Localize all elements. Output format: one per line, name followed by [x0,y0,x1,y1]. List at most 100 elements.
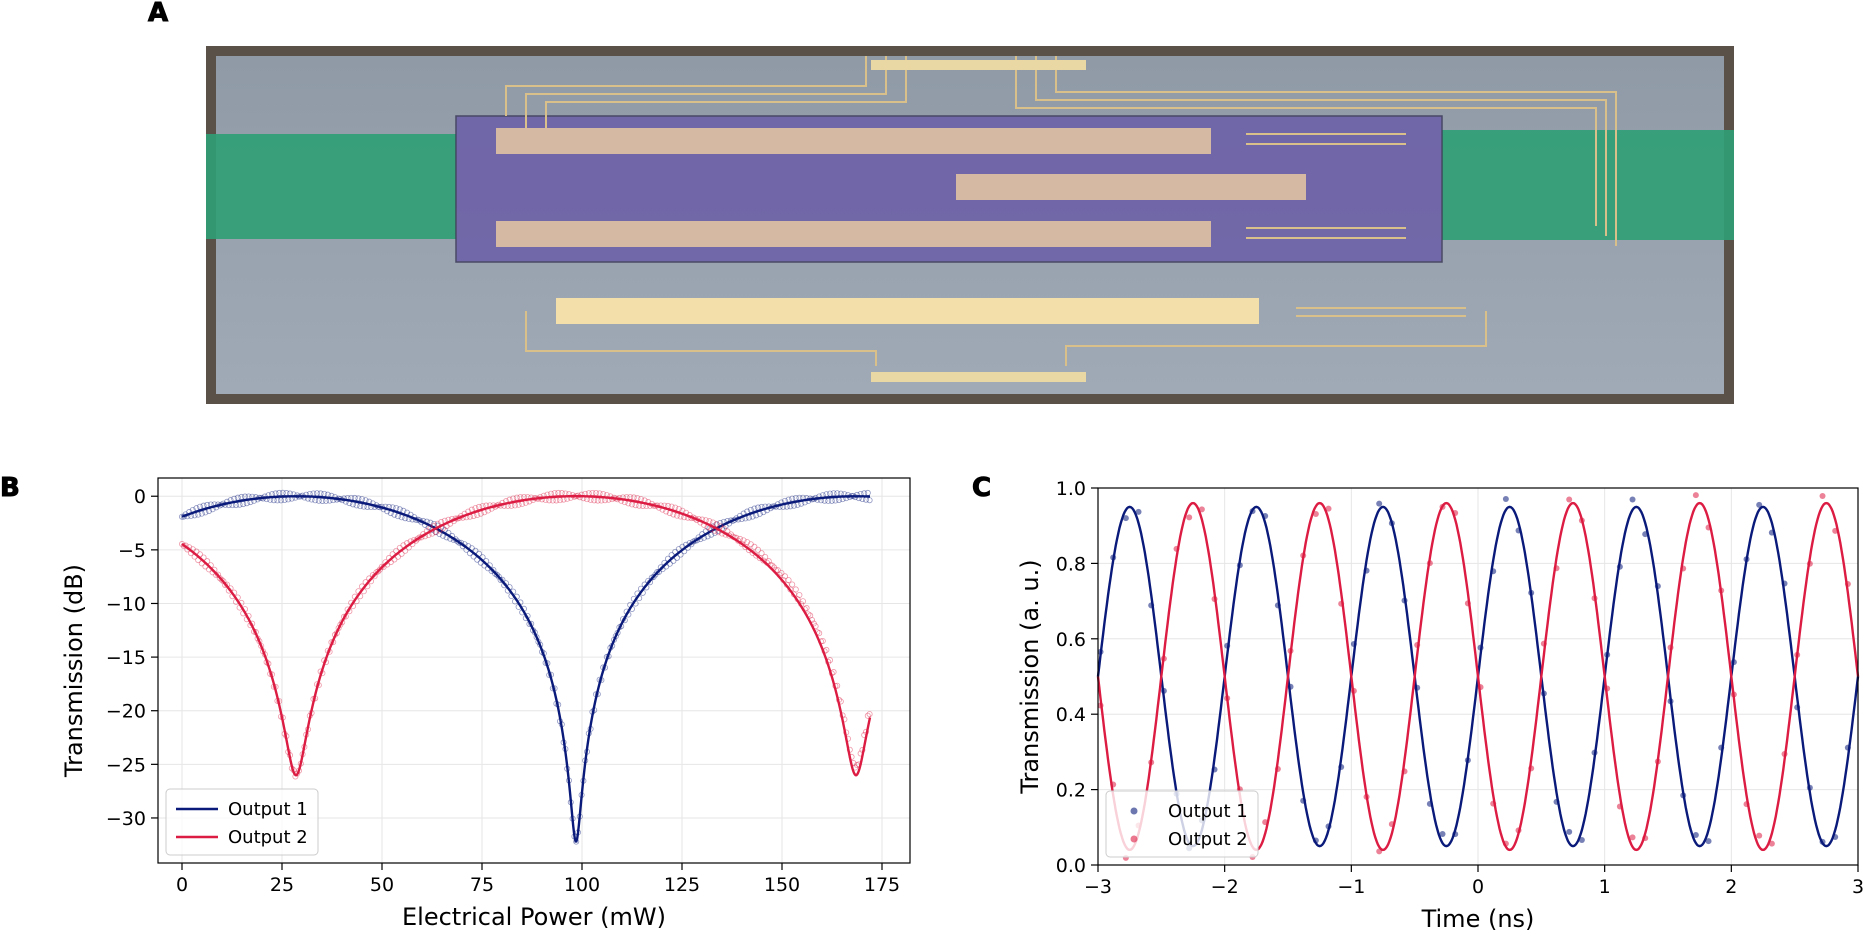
b-series-output1-point [443,534,450,541]
b-series-output1-point [227,497,234,504]
b-series-output2-point [265,660,272,667]
b-series-output1-point [369,500,376,507]
b-series-output2-point [371,573,378,580]
c-series-output1-point [1477,644,1484,651]
b-series-output1-point [710,523,717,530]
b-series-output2-point [276,698,283,705]
b-series-output1-point [841,491,848,498]
b-xtick-label: 50 [370,874,394,896]
b-series-output2-point [603,492,610,499]
c-series-output2-point [1477,684,1484,691]
b-series-output2-point [184,546,191,553]
b-series-output2-point [706,518,713,525]
b-series-output2-point [530,497,537,504]
b-series-output1-point [295,493,302,500]
b-series-output1-point [430,520,437,527]
b-series-output1-point [854,491,861,498]
b-series-output2-point [312,695,319,702]
b-series-output1-point [605,653,612,660]
c-series-output1-point [1616,563,1623,570]
c-series-output1-point [1515,527,1522,534]
b-series-output1-point [353,502,360,509]
b-series-output2-point [355,588,362,595]
b-series-output1-point [603,653,610,660]
b-series-output2-point [688,515,695,522]
b-series-output1-point [769,503,776,510]
b-series-output2-point [852,764,859,771]
b-series-output1-point [767,505,774,512]
b-series-output2-point [319,670,326,677]
c-series-output1-point [1186,845,1193,852]
b-series-output2-point [684,514,691,521]
c-series-output1-point [1566,828,1573,835]
b-series-output2-point [629,501,636,508]
b-series-output2-point [589,489,596,496]
b-series-output2-point [382,559,389,566]
b-series-output1-point [447,535,454,542]
b-series-output1-point [596,676,603,683]
b-series-output1-point [486,562,493,569]
b-series-output2-point [618,497,625,504]
b-series-output1-point [758,503,765,510]
b-series-output2-point [492,503,499,510]
b-series-output2-point [499,499,506,506]
b-series-output1-point [809,496,816,503]
b-series-output1-point [834,490,841,497]
b-series-output2-point [701,521,708,528]
b-series-output1-point [274,497,281,504]
b-series-output2-point [569,492,576,499]
b-series-output1-point [744,508,751,515]
b-series-output1-point [452,536,459,543]
b-series-output2-point [479,503,486,510]
b-series-output1-point [798,500,805,507]
b-series-output1-point [303,491,310,498]
b-series-output2-point [571,493,578,500]
b-series-output1-point [207,501,214,508]
b-series-output1-point [719,525,726,532]
b-series-output1-point [324,491,331,498]
b-series-output1-point [362,497,369,504]
b-series-output2-point [475,503,482,510]
b-series-output2-point [758,550,765,557]
b-series-output2-point [393,547,400,554]
b-series-output1-point [819,492,826,499]
b-series-output2-point [195,557,202,564]
b-series-output2-point [240,610,247,617]
b-series-output1-point [234,494,241,501]
b-series-output2-point [214,571,221,578]
b-series-output2-point [400,542,407,549]
b-series-output1-point [198,510,205,517]
b-series-output1-point [555,701,562,708]
b-series-output1-point [202,509,209,516]
b-series-output2-point [764,559,771,566]
b-series-output1-point [456,539,463,546]
b-series-output1-point [670,557,677,564]
b-series-output2-point [762,553,769,560]
c-series-output2-point [1553,565,1560,572]
b-series-output2-point [767,562,774,569]
c-legend-label: Output 2 [1168,829,1248,850]
c-series-output1-point [1629,496,1636,503]
chart-c-grid [1097,487,1859,866]
b-series-output1-point [724,518,731,525]
c-series-output2-point [1198,506,1205,513]
b-series-output1-point [421,521,428,528]
b-series-output2-point [196,551,203,558]
b-series-output2-point [339,619,346,626]
c-series-output2-point [1287,647,1294,654]
b-series-output1-point [539,648,546,655]
b-series-output1-point [457,539,464,546]
b-ytick-label: −25 [106,754,146,776]
b-series-output2-point [753,552,760,559]
b-series-output2-point [557,497,564,504]
b-series-output2-point [825,658,832,665]
b-series-output2-point [222,582,229,589]
b-series-output2-point [740,537,747,544]
b-series-output2-point [508,502,515,509]
b-series-output2-point [737,535,744,542]
b-series-output1-point [479,554,486,561]
b-series-output1-point [229,502,236,509]
b-series-output1-point [566,777,573,784]
b-series-output1-point [747,506,754,513]
b-series-output1-point [638,585,645,592]
